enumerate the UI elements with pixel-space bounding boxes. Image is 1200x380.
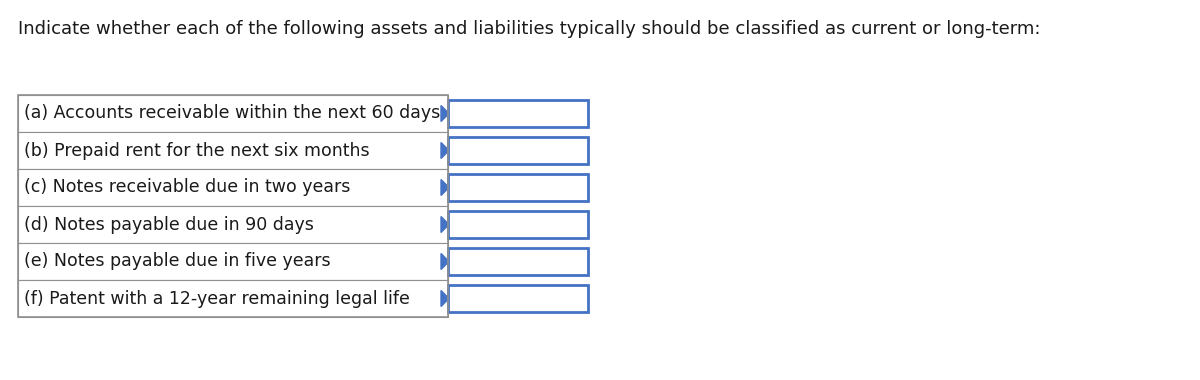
Polygon shape bbox=[442, 290, 449, 307]
Bar bbox=[448, 174, 588, 201]
Bar bbox=[448, 100, 588, 127]
Bar bbox=[18, 280, 448, 317]
Bar bbox=[18, 243, 448, 280]
Polygon shape bbox=[442, 217, 449, 233]
Bar bbox=[18, 206, 448, 243]
Polygon shape bbox=[442, 179, 449, 195]
Bar bbox=[448, 211, 588, 238]
Bar bbox=[448, 285, 588, 312]
Polygon shape bbox=[442, 253, 449, 269]
Text: (a) Accounts receivable within the next 60 days: (a) Accounts receivable within the next … bbox=[24, 105, 440, 122]
Text: Indicate whether each of the following assets and liabilities typically should b: Indicate whether each of the following a… bbox=[18, 20, 1040, 38]
Text: (e) Notes payable due in five years: (e) Notes payable due in five years bbox=[24, 252, 331, 271]
Text: (f) Patent with a 12-year remaining legal life: (f) Patent with a 12-year remaining lega… bbox=[24, 290, 410, 307]
Text: (b) Prepaid rent for the next six months: (b) Prepaid rent for the next six months bbox=[24, 141, 370, 160]
Bar bbox=[18, 132, 448, 169]
Text: (c) Notes receivable due in two years: (c) Notes receivable due in two years bbox=[24, 179, 350, 196]
Text: (d) Notes payable due in 90 days: (d) Notes payable due in 90 days bbox=[24, 215, 314, 233]
Polygon shape bbox=[442, 106, 449, 122]
Bar bbox=[448, 137, 588, 164]
Polygon shape bbox=[442, 142, 449, 158]
Bar bbox=[18, 95, 448, 132]
Bar bbox=[448, 248, 588, 275]
Bar bbox=[18, 169, 448, 206]
Bar bbox=[18, 95, 448, 317]
